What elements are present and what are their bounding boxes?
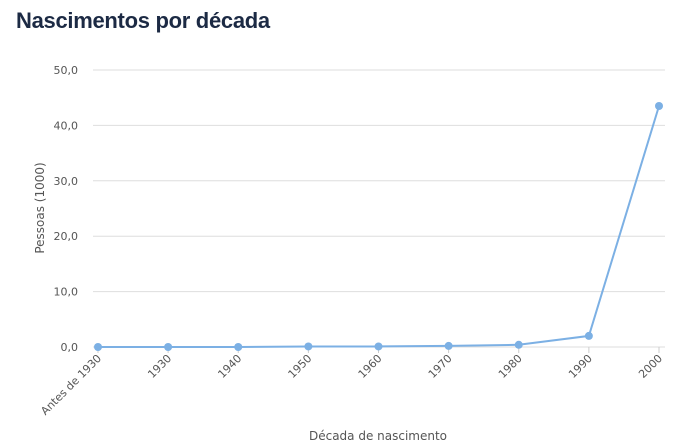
y-axis-label: Pessoas (1000) (33, 162, 47, 253)
data-point[interactable] (514, 340, 523, 349)
x-tick-label: 1940 (215, 352, 244, 381)
series-line (98, 105, 660, 348)
chart-title: Nascimentos por década (16, 8, 270, 33)
x-tick-label: Antes de 1930 (38, 352, 104, 418)
data-point[interactable] (94, 343, 102, 351)
x-axis-ticks: Antes de 1930 1930 1940 1950 1960 1970 1980 199… (38, 347, 665, 418)
y-tick-label: 20,0 (54, 230, 79, 243)
y-tick-label: 40,0 (54, 119, 79, 132)
x-axis-label: Década de nascimento (309, 429, 447, 443)
data-point[interactable] (374, 342, 383, 351)
gridlines (93, 69, 665, 348)
x-tick-label: 1970 (426, 352, 455, 381)
y-tick-label: 10,0 (54, 286, 79, 299)
data-point[interactable] (234, 343, 243, 351)
x-tick-label: 1980 (496, 352, 525, 381)
data-points (94, 102, 663, 351)
data-point[interactable] (584, 331, 593, 340)
data-point[interactable] (164, 343, 173, 351)
y-tick-label: 0,0 (61, 341, 79, 354)
data-point[interactable] (304, 342, 313, 351)
x-tick-label: 1990 (566, 352, 595, 381)
y-tick-label: 50,0 (54, 64, 79, 77)
x-tick-label: 2000 (636, 352, 665, 381)
x-tick-label: 1960 (356, 352, 385, 381)
data-point[interactable] (444, 341, 453, 350)
x-tick-label: 1930 (145, 352, 174, 381)
y-tick-label: 30,0 (54, 175, 79, 188)
data-point[interactable] (655, 102, 663, 111)
y-axis-ticks: 0,0 10,0 20,0 30,0 40,0 50,0 (54, 64, 79, 354)
x-tick-label: 1950 (286, 352, 315, 381)
